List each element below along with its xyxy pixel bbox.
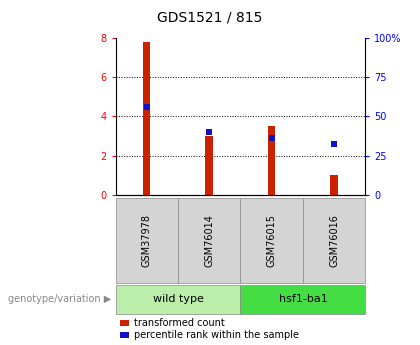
Text: genotype/variation ▶: genotype/variation ▶ (8, 294, 112, 304)
Bar (268, 126, 276, 195)
Point (331, 141, 338, 147)
Text: GSM76015: GSM76015 (267, 214, 277, 267)
Text: GSM76014: GSM76014 (204, 214, 214, 267)
Point (268, 135, 275, 141)
Text: wild type: wild type (152, 294, 203, 304)
Point (206, 129, 213, 135)
Text: transformed count: transformed count (134, 318, 225, 328)
Text: GSM37978: GSM37978 (142, 214, 152, 267)
Text: GDS1521 / 815: GDS1521 / 815 (158, 10, 262, 24)
Text: hsf1-ba1: hsf1-ba1 (278, 294, 327, 304)
Point (143, 104, 150, 109)
Bar (331, 175, 338, 195)
Text: GSM76016: GSM76016 (329, 214, 339, 267)
Bar (143, 42, 150, 195)
Text: percentile rank within the sample: percentile rank within the sample (134, 330, 299, 340)
Bar (205, 136, 213, 195)
